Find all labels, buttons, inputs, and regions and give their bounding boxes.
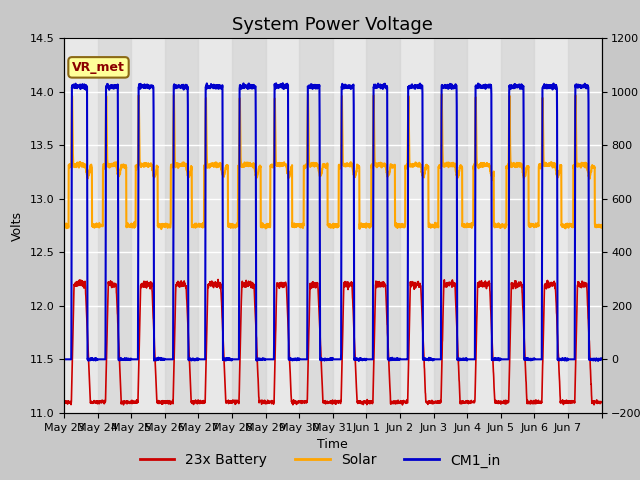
Line: CM1_in: CM1_in — [64, 83, 602, 361]
23x Battery — [449, 282, 457, 288]
Solar — [449, 160, 457, 166]
Bar — [500, 38, 534, 413]
23x Battery — [484, 281, 492, 287]
23x Battery — [598, 399, 605, 405]
Solar — [438, 92, 445, 97]
CM1_in — [402, 357, 410, 362]
Bar — [433, 38, 467, 413]
CM1_in — [483, 84, 491, 90]
CM1_in — [170, 82, 178, 88]
CM1_in — [592, 358, 600, 363]
Line: 23x Battery: 23x Battery — [64, 279, 602, 405]
Line: Solar: Solar — [64, 95, 602, 229]
23x Battery — [399, 402, 406, 408]
23x Battery — [592, 398, 600, 404]
CM1_in — [516, 84, 524, 89]
Solar — [60, 223, 68, 229]
Title: System Power Voltage: System Power Voltage — [232, 16, 433, 34]
23x Battery — [214, 276, 222, 282]
CM1_in — [449, 84, 457, 90]
Solar — [170, 111, 178, 117]
23x Battery — [402, 400, 410, 406]
Bar — [366, 38, 400, 413]
Bar — [299, 38, 333, 413]
Solar — [598, 225, 605, 230]
Solar — [157, 226, 165, 232]
Bar — [568, 38, 602, 413]
CM1_in — [598, 356, 605, 362]
Solar — [516, 162, 524, 168]
Solar — [402, 166, 410, 172]
CM1_in — [279, 80, 287, 86]
23x Battery — [60, 399, 68, 405]
X-axis label: Time: Time — [317, 438, 348, 451]
Solar — [592, 222, 600, 228]
Bar — [165, 38, 198, 413]
Text: VR_met: VR_met — [72, 61, 125, 74]
Y-axis label: Volts: Volts — [11, 211, 24, 240]
23x Battery — [170, 359, 178, 364]
Solar — [484, 162, 492, 168]
Legend: 23x Battery, Solar, CM1_in: 23x Battery, Solar, CM1_in — [134, 448, 506, 473]
23x Battery — [516, 282, 524, 288]
CM1_in — [60, 357, 68, 362]
Bar — [232, 38, 266, 413]
CM1_in — [594, 358, 602, 364]
Bar — [97, 38, 131, 413]
